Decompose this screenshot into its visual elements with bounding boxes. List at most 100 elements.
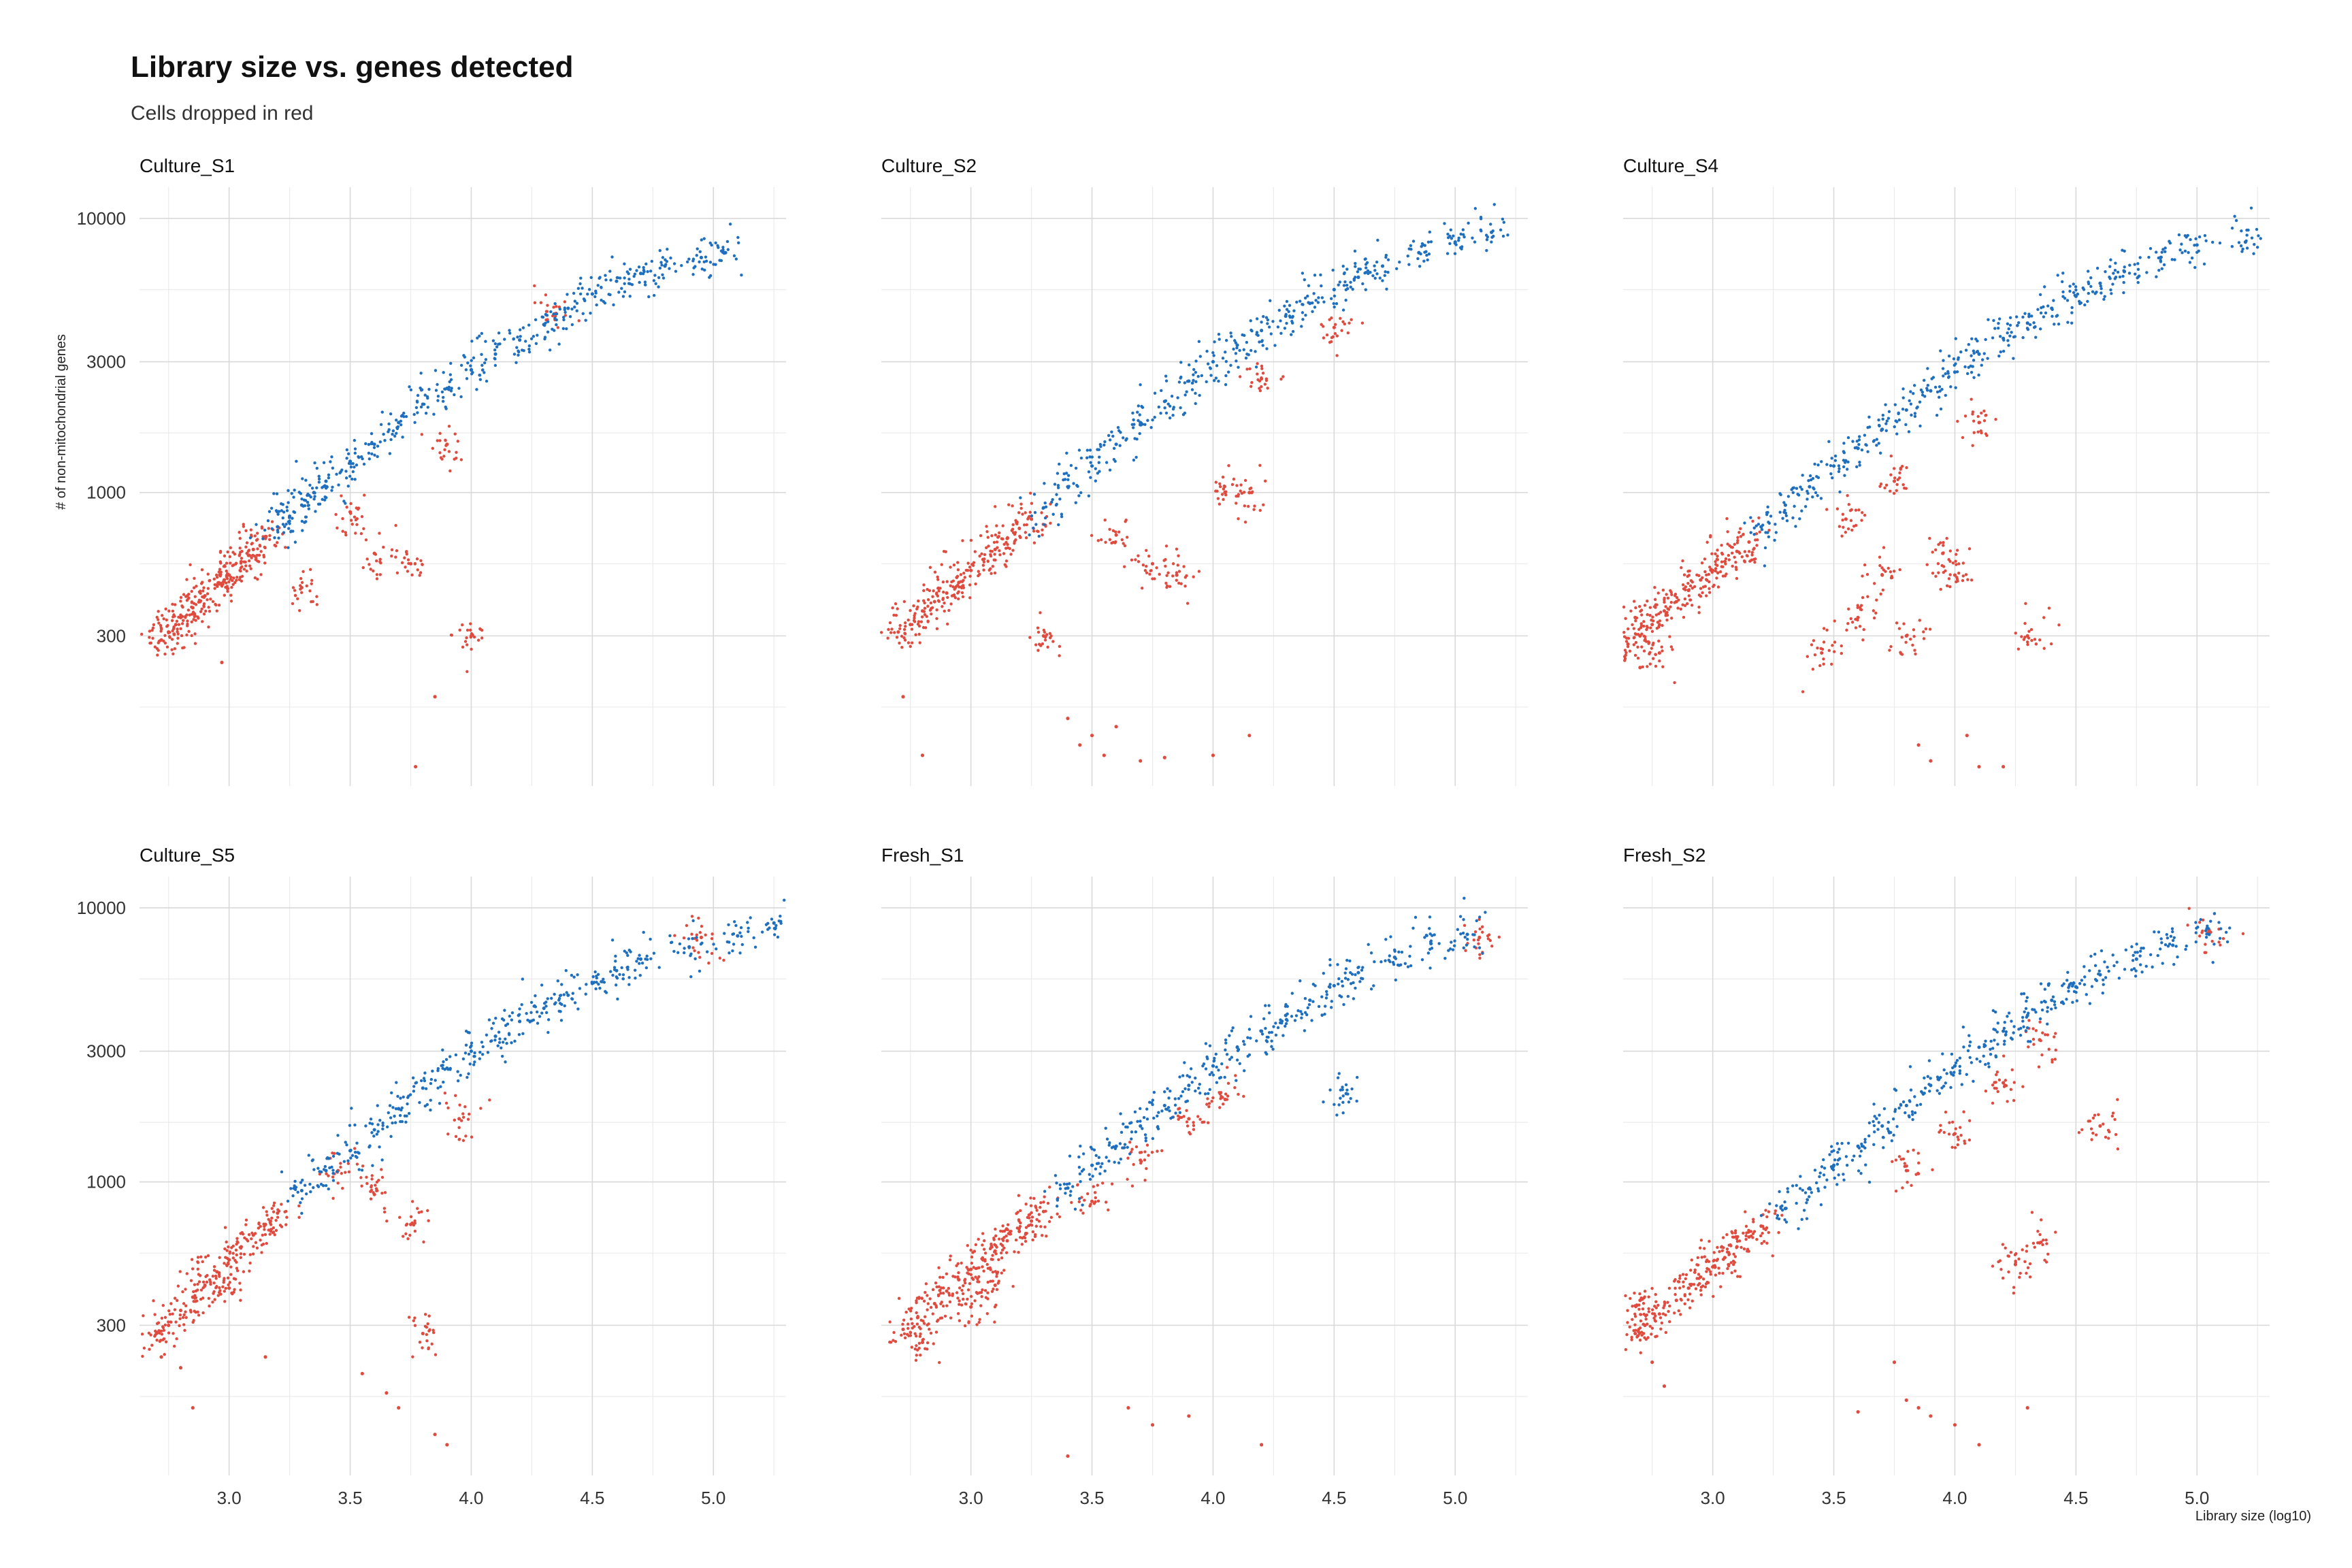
data-point <box>1720 560 1724 564</box>
data-point <box>1156 1125 1160 1129</box>
data-point <box>1633 1291 1636 1295</box>
data-point <box>2237 241 2241 244</box>
data-point <box>666 248 669 251</box>
data-point <box>400 1120 404 1124</box>
data-point <box>178 1270 182 1273</box>
data-point <box>967 1321 970 1324</box>
data-point <box>1090 1163 1094 1167</box>
data-point <box>419 1079 423 1083</box>
data-point <box>1720 1249 1725 1252</box>
data-point <box>257 560 261 564</box>
data-point <box>913 614 916 617</box>
data-point <box>1066 1454 1070 1458</box>
data-point <box>1955 553 1958 556</box>
data-point <box>1840 534 1844 538</box>
data-point <box>213 583 217 587</box>
data-point <box>209 1282 212 1286</box>
data-point <box>255 1246 259 1250</box>
data-point <box>1922 637 1926 640</box>
data-point <box>719 259 723 263</box>
data-point <box>399 419 403 423</box>
data-point <box>2245 246 2249 250</box>
data-point <box>1243 520 1247 524</box>
data-point <box>306 500 310 504</box>
data-point <box>331 1179 336 1182</box>
data-point <box>1333 331 1337 336</box>
data-point <box>1055 1205 1059 1208</box>
data-point <box>1952 357 1956 361</box>
data-point <box>529 337 534 341</box>
data-point <box>1654 606 1657 609</box>
data-point <box>1118 444 1122 447</box>
data-point <box>148 1348 151 1351</box>
data-point <box>1715 576 1718 580</box>
data-point <box>1400 950 1404 954</box>
data-point <box>602 981 606 984</box>
data-point <box>1854 617 1857 621</box>
data-point <box>2202 262 2206 266</box>
data-point <box>457 1137 461 1141</box>
data-point <box>980 1295 983 1298</box>
data-point <box>354 518 358 522</box>
data-point <box>263 1355 267 1359</box>
data-point <box>1889 489 1892 493</box>
data-point <box>1820 460 1823 463</box>
data-point <box>1976 350 1980 353</box>
chart-subtitle: Cells dropped in red <box>131 102 314 125</box>
data-point <box>1224 1048 1227 1051</box>
data-point <box>1721 1258 1725 1261</box>
data-point <box>1463 235 1466 239</box>
data-point <box>265 1210 268 1213</box>
data-point <box>982 568 985 572</box>
data-point <box>1145 564 1148 568</box>
data-point <box>966 1267 970 1271</box>
data-point <box>662 276 666 280</box>
data-point <box>906 618 910 622</box>
data-point <box>1119 1112 1122 1115</box>
data-point <box>1709 1273 1712 1276</box>
data-point <box>1669 591 1673 594</box>
data-point <box>419 571 423 574</box>
data-point <box>1094 1154 1098 1158</box>
data-point <box>1721 574 1725 578</box>
data-point <box>1119 1157 1123 1161</box>
data-point <box>1079 491 1083 495</box>
data-point <box>558 307 562 311</box>
data-point <box>493 1034 497 1039</box>
data-point <box>2046 304 2050 308</box>
data-point <box>994 1234 998 1238</box>
data-point <box>162 617 165 621</box>
data-point <box>687 937 691 941</box>
x-tick-label: 4.5 <box>2063 1488 2088 1508</box>
data-point <box>190 589 193 593</box>
data-point <box>394 523 397 527</box>
data-point <box>983 1252 987 1255</box>
data-point <box>558 994 562 998</box>
data-point <box>305 584 308 588</box>
data-point <box>1673 1278 1677 1281</box>
data-point <box>1387 958 1390 962</box>
data-point <box>201 589 205 593</box>
data-point <box>376 1104 379 1107</box>
data-point <box>559 1019 564 1022</box>
data-point <box>1936 390 1940 394</box>
data-point <box>1017 1251 1020 1254</box>
data-point <box>1641 665 1644 669</box>
data-point <box>1021 512 1024 516</box>
data-point <box>534 318 538 322</box>
data-point <box>1835 507 1840 510</box>
data-point <box>150 1343 154 1347</box>
data-point <box>1913 649 1916 652</box>
data-point <box>1299 1010 1303 1013</box>
data-point <box>728 941 731 944</box>
data-point <box>322 1168 326 1171</box>
data-point <box>1384 938 1388 941</box>
data-point <box>518 328 522 331</box>
data-point <box>732 932 736 936</box>
data-point <box>1624 640 1629 643</box>
data-point <box>1072 482 1075 485</box>
data-point <box>2042 285 2046 289</box>
data-point <box>299 1201 302 1205</box>
data-point <box>1894 419 1897 423</box>
